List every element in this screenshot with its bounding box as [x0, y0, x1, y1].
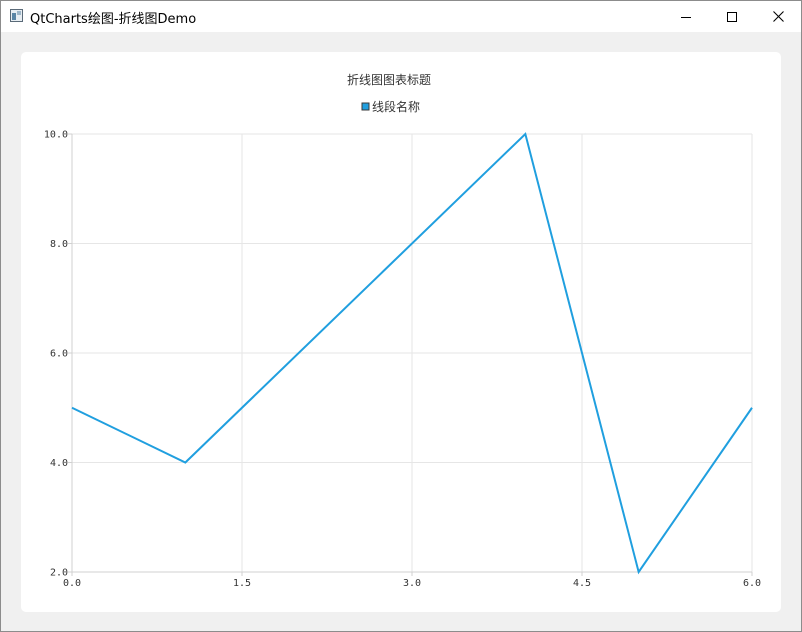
y-axis-ticks: 2.0 4.0 6.0 8.0 10.0 [44, 130, 72, 579]
close-icon [772, 11, 784, 22]
y-tick-label: 6.0 [50, 349, 68, 360]
title-bar[interactable]: QtCharts绘图-折线图Demo [1, 1, 801, 32]
line-chart: 折线图图表标题 线段名称 0.0 1.5 3.0 4.5 6.0 2.0 4.0 6.0 8.… [44, 72, 761, 589]
x-tick-label: 0.0 [63, 578, 81, 589]
x-axis-ticks: 0.0 1.5 3.0 4.5 6.0 [63, 572, 761, 589]
app-window-icon [10, 9, 23, 22]
chart-title: 折线图图表标题 [347, 72, 431, 87]
chart-view[interactable]: 折线图图表标题 线段名称 0.0 1.5 3.0 4.5 6.0 2.0 4.0 6.0 8.… [21, 52, 781, 612]
x-tick-label: 3.0 [403, 578, 421, 589]
minimize-button[interactable] [663, 1, 709, 32]
x-tick-label: 1.5 [233, 578, 251, 589]
y-tick-label: 10.0 [44, 130, 68, 141]
y-tick-label: 2.0 [50, 568, 68, 579]
y-tick-label: 4.0 [50, 458, 68, 469]
close-button[interactable] [755, 1, 801, 32]
plot-area [71, 132, 753, 575]
legend-label: 线段名称 [372, 99, 420, 114]
legend-marker [361, 102, 370, 111]
grid [72, 133, 753, 572]
minimize-icon [681, 16, 691, 18]
legend[interactable]: 线段名称 [361, 99, 420, 114]
x-tick-label: 6.0 [743, 578, 761, 589]
y-tick-label: 8.0 [50, 239, 68, 250]
maximize-button[interactable] [709, 1, 755, 32]
series-line [71, 132, 753, 575]
window-title: QtCharts绘图-折线图Demo [30, 12, 197, 27]
maximize-icon [727, 11, 737, 22]
x-tick-label: 4.5 [573, 578, 591, 589]
